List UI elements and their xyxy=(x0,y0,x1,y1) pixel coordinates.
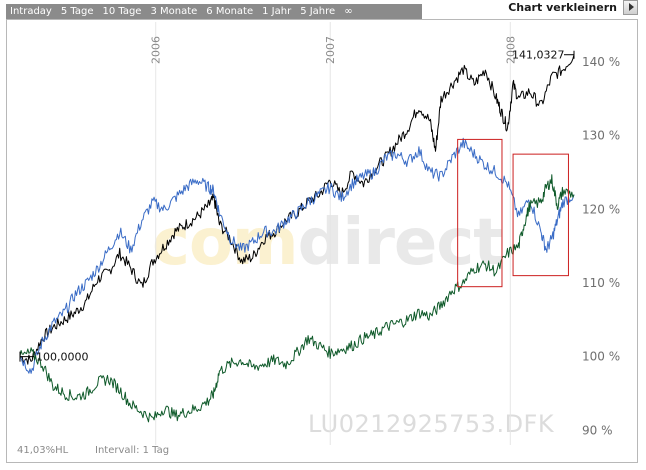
shrink-chart-label: Chart verkleinern xyxy=(508,0,617,14)
y-tick-label-90: 90 % xyxy=(582,423,613,437)
change-readout: 41,03%HL xyxy=(17,445,69,456)
shrink-chart-button[interactable]: Chart verkleinern xyxy=(508,0,638,15)
tab-1-jahr[interactable]: 1 Jahr xyxy=(258,4,296,19)
isin-watermark: LU0212925753.DFK xyxy=(308,410,555,438)
y-tick-label-110: 110 % xyxy=(582,276,620,290)
highlight-box-2 xyxy=(512,153,569,277)
x-tick-label-2008: 2008 xyxy=(504,36,517,64)
start-value-label: 100,0000 xyxy=(36,351,89,364)
y-tick-label-100: 100 % xyxy=(582,350,620,364)
x-tick-label-2006: 2006 xyxy=(150,36,163,64)
highlight-box-1 xyxy=(457,138,503,288)
series-line-1 xyxy=(19,137,575,374)
y-tick-label-120: 120 % xyxy=(582,202,620,216)
x-tick-label-2007: 2007 xyxy=(324,36,337,64)
range-tabs: Intraday 5 Tage 10 Tage 3 Monate 6 Monat… xyxy=(6,4,358,19)
comdirect-watermark-logo: comdirect xyxy=(152,206,504,280)
tab-10-tage[interactable]: 10 Tage xyxy=(98,4,146,19)
y-tick-label-130: 130 % xyxy=(582,129,620,143)
tab-3-monate[interactable]: 3 Monate xyxy=(146,4,202,19)
tab-max[interactable]: ∞ xyxy=(340,4,357,19)
tab-5-tage[interactable]: 5 Tage xyxy=(56,4,98,19)
tab-intraday[interactable]: Intraday xyxy=(6,4,56,19)
tab-5-jahre[interactable]: 5 Jahre xyxy=(296,4,340,19)
arrow-right-icon[interactable] xyxy=(623,0,638,15)
end-value-label: 141,0327 xyxy=(512,49,565,62)
interval-readout: Intervall: 1 Tag xyxy=(95,445,170,456)
series-line-2 xyxy=(19,174,575,423)
y-tick-label-140: 140 % xyxy=(582,55,620,69)
series-line-0 xyxy=(19,54,575,365)
chart-frame xyxy=(6,19,638,463)
tab-6-monate[interactable]: 6 Monate xyxy=(202,4,258,19)
